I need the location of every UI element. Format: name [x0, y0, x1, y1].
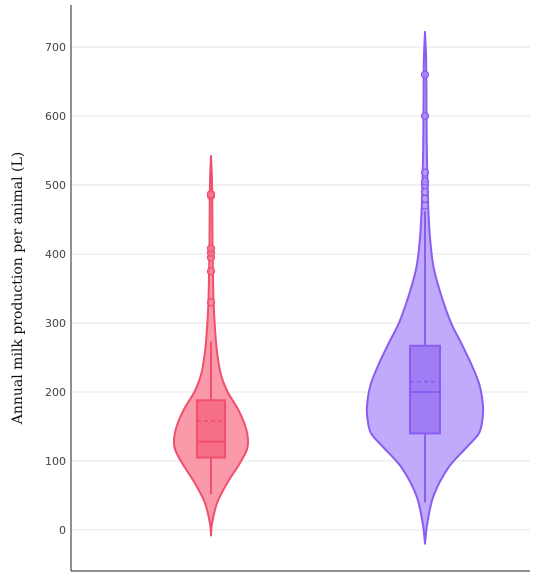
violin-group-1 [172, 155, 250, 537]
iqr-box [409, 344, 441, 435]
outlier-point [206, 298, 216, 307]
outlier-point [420, 177, 430, 186]
y-tick-label: 500 [45, 179, 66, 192]
y-tick-label: 400 [45, 248, 66, 261]
y-tick-label: 0 [59, 524, 66, 537]
outlier-point [420, 187, 430, 197]
y-tick-label: 600 [45, 110, 66, 123]
violin-group-2 [365, 30, 485, 545]
outlier-point [420, 111, 430, 121]
iqr-box [196, 399, 226, 459]
outlier-point [420, 194, 430, 203]
outlier-point [206, 267, 216, 276]
gridlines [72, 46, 530, 531]
y-tick-labels: 0 100 200 300 400 500 600 700 [45, 41, 66, 537]
y-tick-label: 700 [45, 41, 66, 54]
y-tick-label: 300 [45, 317, 66, 330]
y-tick-label: 100 [45, 455, 66, 468]
outlier-point [420, 201, 430, 210]
outlier-point [420, 70, 430, 79]
y-tick-label: 200 [45, 386, 66, 399]
y-axis-title: Annual milk production per animal (L) [10, 152, 26, 426]
outlier-point [420, 168, 430, 177]
violins [172, 30, 485, 545]
outlier-point [206, 244, 216, 253]
outlier-point [206, 189, 216, 199]
